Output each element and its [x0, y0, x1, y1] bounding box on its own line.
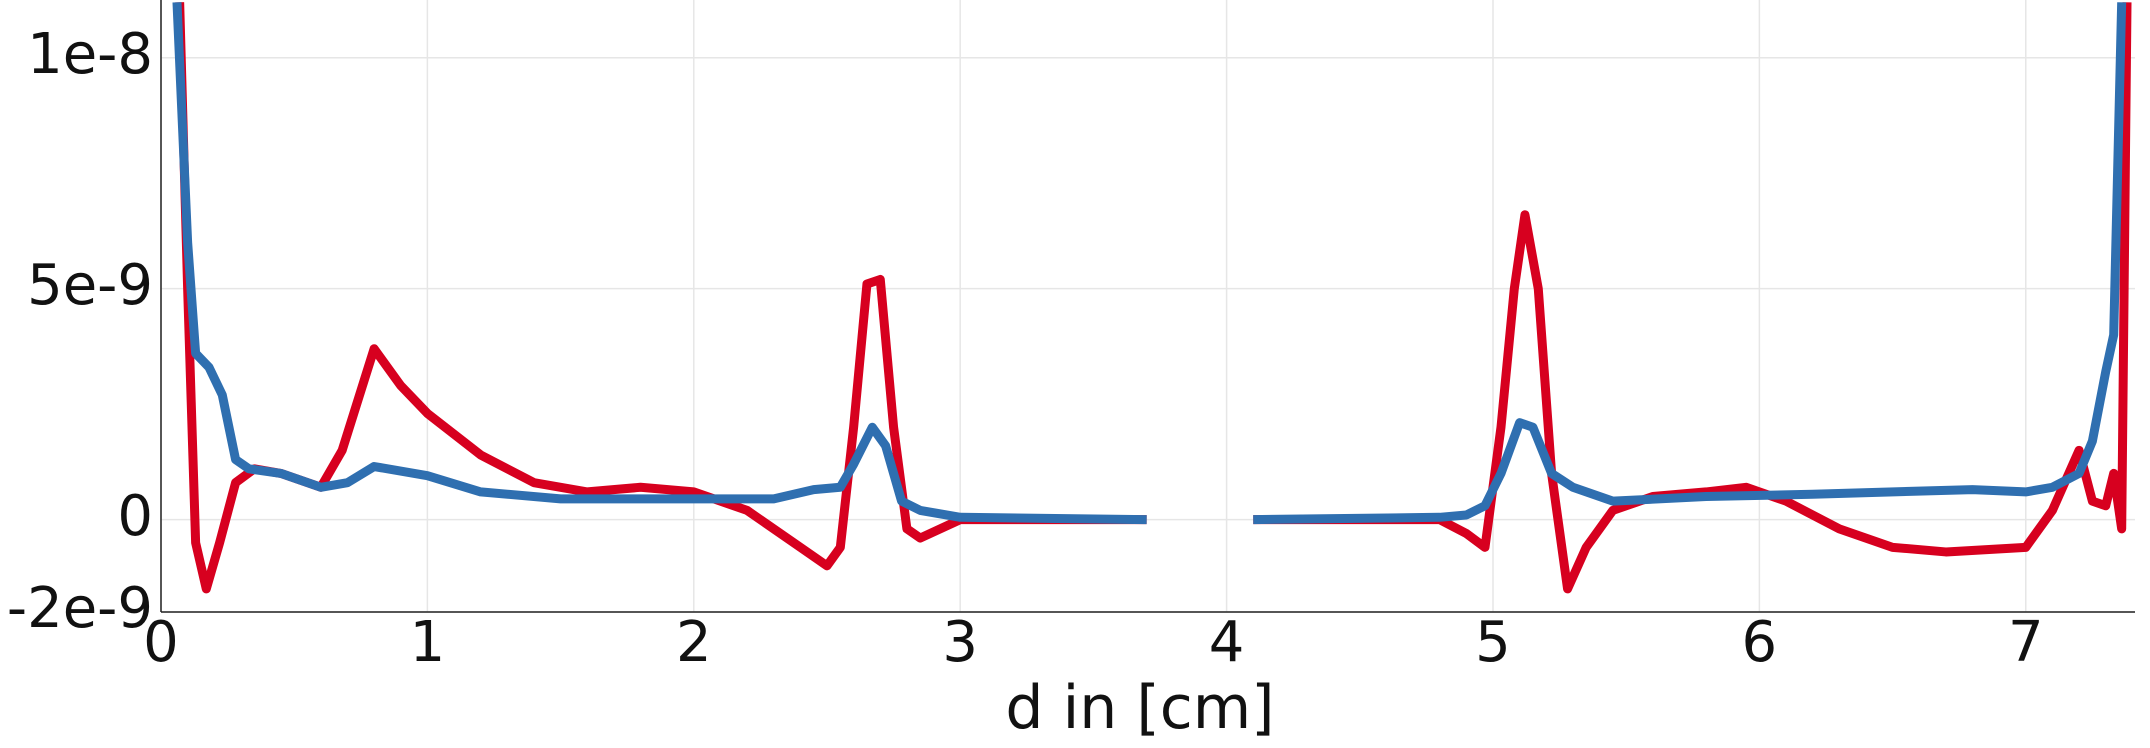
x-tick-label: 3: [942, 610, 978, 675]
series-line: [172, 2, 2127, 525]
plot-area: [172, 2, 2132, 594]
x-tick-label: 4: [1209, 610, 1245, 675]
y-tick-label: 5e-9: [27, 253, 153, 318]
x-axis-label: d in [cm]: [1005, 673, 1274, 743]
x-tick-label: 6: [1742, 610, 1778, 675]
x-tick-label: 1: [410, 610, 446, 675]
x-tick-label: 2: [676, 610, 712, 675]
grid: [160, 0, 2135, 613]
x-tick-label: 5: [1475, 610, 1511, 675]
y-tick-label: -2e-9: [7, 576, 153, 641]
series-line: [175, 2, 2132, 594]
x-tick-label: 7: [2008, 610, 2044, 675]
y-tick-label: 1e-8: [27, 22, 153, 87]
y-tick-label: 0: [117, 484, 153, 549]
x-tick-label: 0: [143, 610, 179, 675]
